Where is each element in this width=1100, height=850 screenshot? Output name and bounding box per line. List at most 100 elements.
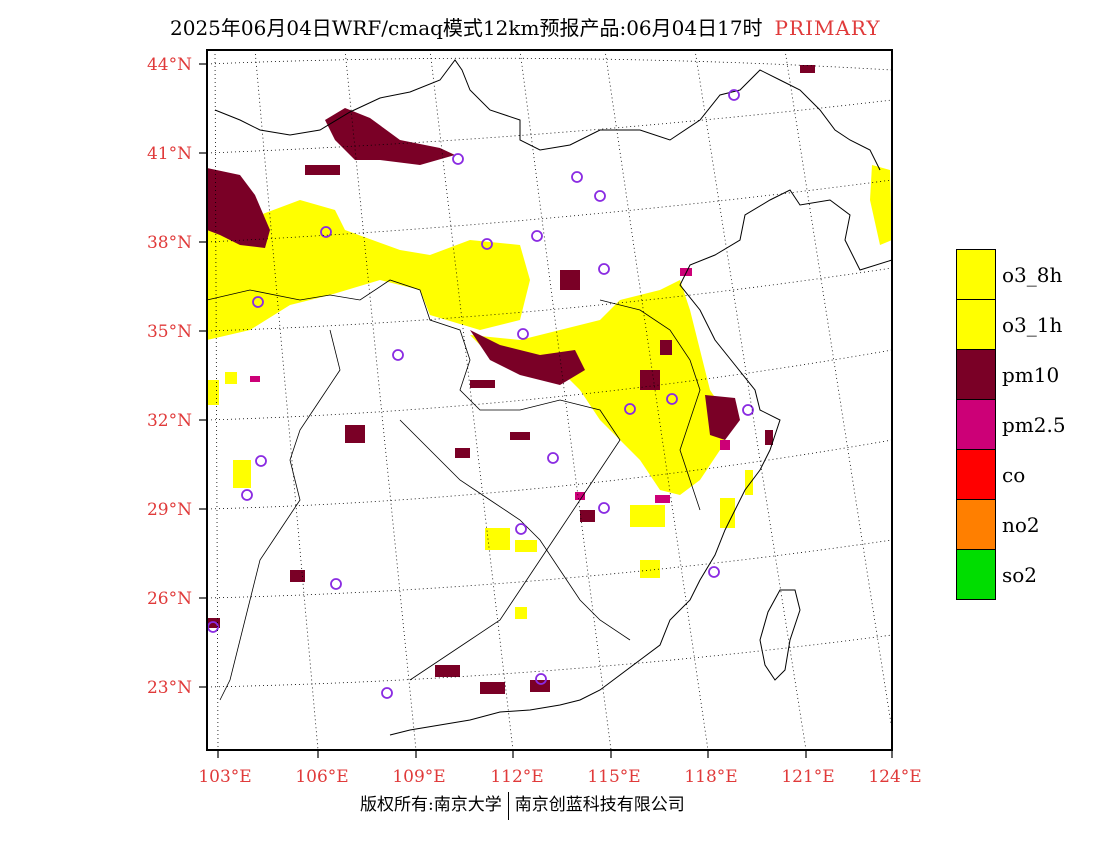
- o3-patch: [720, 498, 735, 528]
- pm10-patch: [345, 425, 365, 443]
- pm10-patch: [305, 165, 340, 175]
- pm10-region-jiangsu: [705, 395, 740, 440]
- o3-region-central: [470, 280, 730, 495]
- legend-swatch: [956, 449, 996, 500]
- station-marker: [515, 523, 527, 535]
- station-marker: [392, 349, 404, 361]
- legend-label: co: [1002, 463, 1026, 487]
- pm10-patch: [455, 448, 470, 458]
- pm10-patch: [800, 65, 815, 73]
- o3-region-north: [207, 200, 530, 340]
- pm10-patch: [640, 370, 660, 390]
- lat-label: 32°N: [147, 411, 192, 431]
- station-marker: [624, 403, 636, 415]
- pm10-patch: [510, 432, 530, 440]
- station-marker: [728, 89, 740, 101]
- legend-label: o3_1h: [1002, 313, 1063, 337]
- copyright-footer: 版权所有:南京大学 南京创蓝科技有限公司: [360, 790, 685, 820]
- lon-label: 109°E: [392, 767, 445, 787]
- lon-label: 124°E: [868, 767, 921, 787]
- boundaries: [206, 59, 893, 736]
- station-marker: [255, 455, 267, 467]
- pm10-band-central: [470, 330, 585, 385]
- lat-label: 26°N: [147, 589, 192, 609]
- legend-label: pm2.5: [1002, 413, 1066, 437]
- o3-patch: [745, 470, 753, 495]
- o3-patch: [630, 505, 665, 527]
- lon-label: 115°E: [587, 767, 640, 787]
- station-marker: [598, 263, 610, 275]
- o3-patch: [225, 372, 237, 384]
- primary-tag: PRIMARY: [774, 16, 881, 40]
- o3-region-east-coast: [870, 165, 892, 245]
- lon-labels: 103°E 106°E 109°E 112°E 115°E 118°E 121°…: [198, 767, 921, 787]
- station-marker: [547, 452, 559, 464]
- pm10-patch: [480, 682, 505, 694]
- station-marker: [742, 404, 754, 416]
- legend-label: so2: [1002, 563, 1038, 587]
- legend-swatch: [956, 299, 996, 350]
- o3-patch: [207, 380, 219, 405]
- station-marker: [241, 489, 253, 501]
- legend-label: pm10: [1002, 363, 1060, 387]
- pm10-patch: [290, 570, 305, 582]
- o3-patch: [485, 528, 510, 550]
- province-lines: [206, 279, 701, 701]
- footer-separator: [507, 791, 509, 820]
- legend-swatch: [956, 549, 996, 600]
- pm10-patch: [435, 665, 460, 677]
- pm10-patch: [660, 340, 672, 355]
- pm10-patches: [207, 65, 815, 694]
- pm10-patch: [208, 618, 220, 628]
- map-frame: [206, 49, 893, 751]
- taiwan-outline: [759, 589, 801, 681]
- pm25-patch: [655, 495, 670, 503]
- pm10-region-mongolia: [325, 108, 455, 165]
- station-marker: [598, 502, 610, 514]
- legend-swatch: [956, 349, 996, 400]
- station-marker: [708, 566, 720, 578]
- pm25-patch: [720, 440, 730, 450]
- lat-label: 35°N: [147, 322, 192, 342]
- station-marker: [481, 238, 493, 250]
- station-marker: [535, 673, 547, 685]
- lat-label: 29°N: [147, 500, 192, 520]
- o3-patches: [207, 165, 892, 619]
- station-marker: [517, 328, 529, 340]
- station-markers: [207, 89, 754, 699]
- pm10-patch: [470, 380, 495, 388]
- station-marker: [252, 296, 264, 308]
- border-north: [214, 59, 881, 171]
- o3-patch: [233, 460, 251, 488]
- legend-label: o3_8h: [1002, 263, 1063, 287]
- pm25-patch: [575, 492, 585, 500]
- coastline: [389, 189, 893, 736]
- copyright-right: 南京创蓝科技有限公司: [514, 795, 685, 815]
- lat-labels: 44°N 41°N 38°N 35°N 32°N 29°N 26°N 23°N: [147, 55, 192, 698]
- station-marker: [531, 230, 543, 242]
- legend-label: no2: [1002, 513, 1040, 537]
- station-marker: [452, 153, 464, 165]
- o3-patch: [515, 607, 527, 619]
- lon-label: 118°E: [684, 767, 737, 787]
- legend-swatch: [956, 249, 996, 300]
- lon-label: 112°E: [490, 767, 543, 787]
- map-title: 2025年06月04日WRF/cmaq模式12km预报产品:06月04日17时 P…: [170, 12, 881, 41]
- lon-label: 121°E: [781, 767, 834, 787]
- title-text: 2025年06月04日WRF/cmaq模式12km预报产品:06月04日17时: [170, 16, 763, 40]
- graticule: [206, 49, 893, 751]
- pm25-patch: [250, 376, 260, 382]
- station-marker: [330, 578, 342, 590]
- lat-label: 44°N: [147, 55, 192, 75]
- o3-patch: [640, 560, 660, 578]
- tick-marks: [199, 63, 893, 758]
- pm10-region-northwest: [207, 168, 270, 248]
- station-marker: [320, 226, 332, 238]
- lat-label: 23°N: [147, 678, 192, 698]
- lat-label: 38°N: [147, 233, 192, 253]
- legend-swatch: [956, 399, 996, 450]
- lat-label: 41°N: [147, 144, 192, 164]
- station-marker: [666, 393, 678, 405]
- lon-label: 106°E: [295, 767, 348, 787]
